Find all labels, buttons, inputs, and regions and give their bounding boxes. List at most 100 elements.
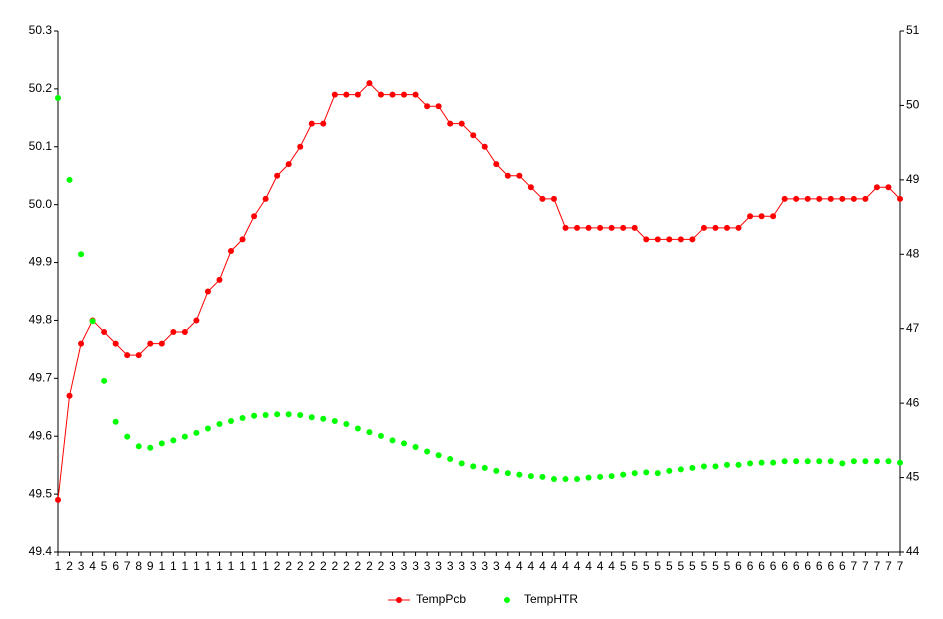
data-point: [389, 437, 396, 444]
data-point: [216, 420, 223, 427]
data-point: [481, 464, 488, 471]
data-point: [550, 195, 557, 202]
data-point: [585, 224, 592, 231]
data-point: [793, 458, 800, 465]
x-tick-label: 7: [124, 559, 131, 573]
data-point: [285, 161, 292, 168]
data-point: [781, 458, 788, 465]
data-point: [412, 91, 419, 98]
x-tick-label: 5: [643, 559, 650, 573]
data-point: [274, 172, 281, 179]
legend-marker: [396, 597, 402, 603]
x-tick-label: 3: [78, 559, 85, 573]
x-tick-label: 3: [493, 559, 500, 573]
y-tick-label: 50.3: [29, 23, 53, 37]
data-point: [758, 459, 765, 466]
data-point: [700, 224, 707, 231]
x-tick-label: 2: [355, 559, 362, 573]
data-point: [781, 195, 788, 202]
x-tick-label: 5: [101, 559, 108, 573]
x-tick-label: 3: [458, 559, 465, 573]
x-tick-label: 6: [827, 559, 834, 573]
y2-tick-label: 48: [906, 246, 920, 260]
x-tick-label: 7: [862, 559, 869, 573]
data-point: [643, 469, 650, 476]
data-point: [677, 466, 684, 473]
data-point: [228, 247, 235, 254]
data-point: [873, 184, 880, 191]
data-point: [897, 195, 903, 202]
legend-label: TempPcb: [416, 592, 466, 606]
x-tick-label: 5: [724, 559, 731, 573]
y2-tick-label: 50: [906, 98, 920, 112]
data-point: [274, 411, 281, 418]
data-point: [55, 94, 61, 101]
data-point: [493, 467, 500, 474]
data-point: [89, 318, 96, 325]
data-point: [574, 476, 581, 483]
data-point: [620, 471, 627, 478]
data-point: [712, 463, 719, 470]
x-tick-label: 1: [251, 559, 258, 573]
data-point: [643, 236, 650, 243]
data-point: [516, 172, 523, 179]
data-point: [585, 474, 592, 481]
x-tick-label: 5: [666, 559, 673, 573]
data-point: [170, 437, 177, 444]
data-point: [770, 459, 777, 466]
data-point: [873, 458, 880, 465]
x-tick-label: 3: [412, 559, 419, 573]
data-point: [527, 473, 534, 480]
data-point: [850, 195, 857, 202]
data-point: [723, 224, 730, 231]
x-tick-label: 2: [66, 559, 73, 573]
data-point: [216, 276, 223, 283]
x-tick-label: 9: [147, 559, 154, 573]
x-tick-label: 2: [366, 559, 373, 573]
x-tick-label: 4: [562, 559, 569, 573]
data-point: [424, 448, 431, 455]
data-point: [401, 440, 408, 447]
data-point: [735, 461, 742, 468]
x-tick-label: 4: [89, 559, 96, 573]
data-point: [504, 172, 511, 179]
data-point: [747, 213, 754, 220]
x-tick-label: 2: [378, 559, 385, 573]
x-tick-label: 4: [574, 559, 581, 573]
data-point: [470, 463, 477, 470]
data-point: [793, 195, 800, 202]
y2-tick-label: 51: [906, 23, 920, 37]
data-point: [804, 195, 811, 202]
data-point: [377, 432, 384, 439]
data-point: [55, 496, 61, 503]
x-tick-label: 7: [897, 559, 904, 573]
x-tick-label: 8: [135, 559, 142, 573]
data-point: [181, 329, 188, 336]
data-point: [170, 329, 177, 336]
x-tick-label: 5: [678, 559, 685, 573]
data-point: [689, 236, 696, 243]
data-point: [654, 236, 661, 243]
data-point: [124, 433, 131, 440]
data-point: [343, 420, 350, 427]
data-point: [562, 476, 569, 483]
data-point: [458, 120, 465, 127]
data-point: [262, 412, 269, 419]
data-point: [574, 224, 581, 231]
data-point: [354, 91, 361, 98]
x-tick-label: 2: [343, 559, 350, 573]
x-tick-label: 4: [504, 559, 511, 573]
data-point: [654, 470, 661, 477]
data-point: [251, 412, 258, 419]
data-point: [539, 195, 546, 202]
data-point: [377, 91, 384, 98]
data-point: [262, 195, 269, 202]
x-tick-label: 1: [216, 559, 223, 573]
y2-tick-label: 45: [906, 470, 920, 484]
data-point: [885, 184, 892, 191]
data-point: [723, 461, 730, 468]
x-tick-label: 5: [654, 559, 661, 573]
data-point: [712, 224, 719, 231]
x-tick-label: 1: [205, 559, 212, 573]
data-point: [389, 91, 396, 98]
